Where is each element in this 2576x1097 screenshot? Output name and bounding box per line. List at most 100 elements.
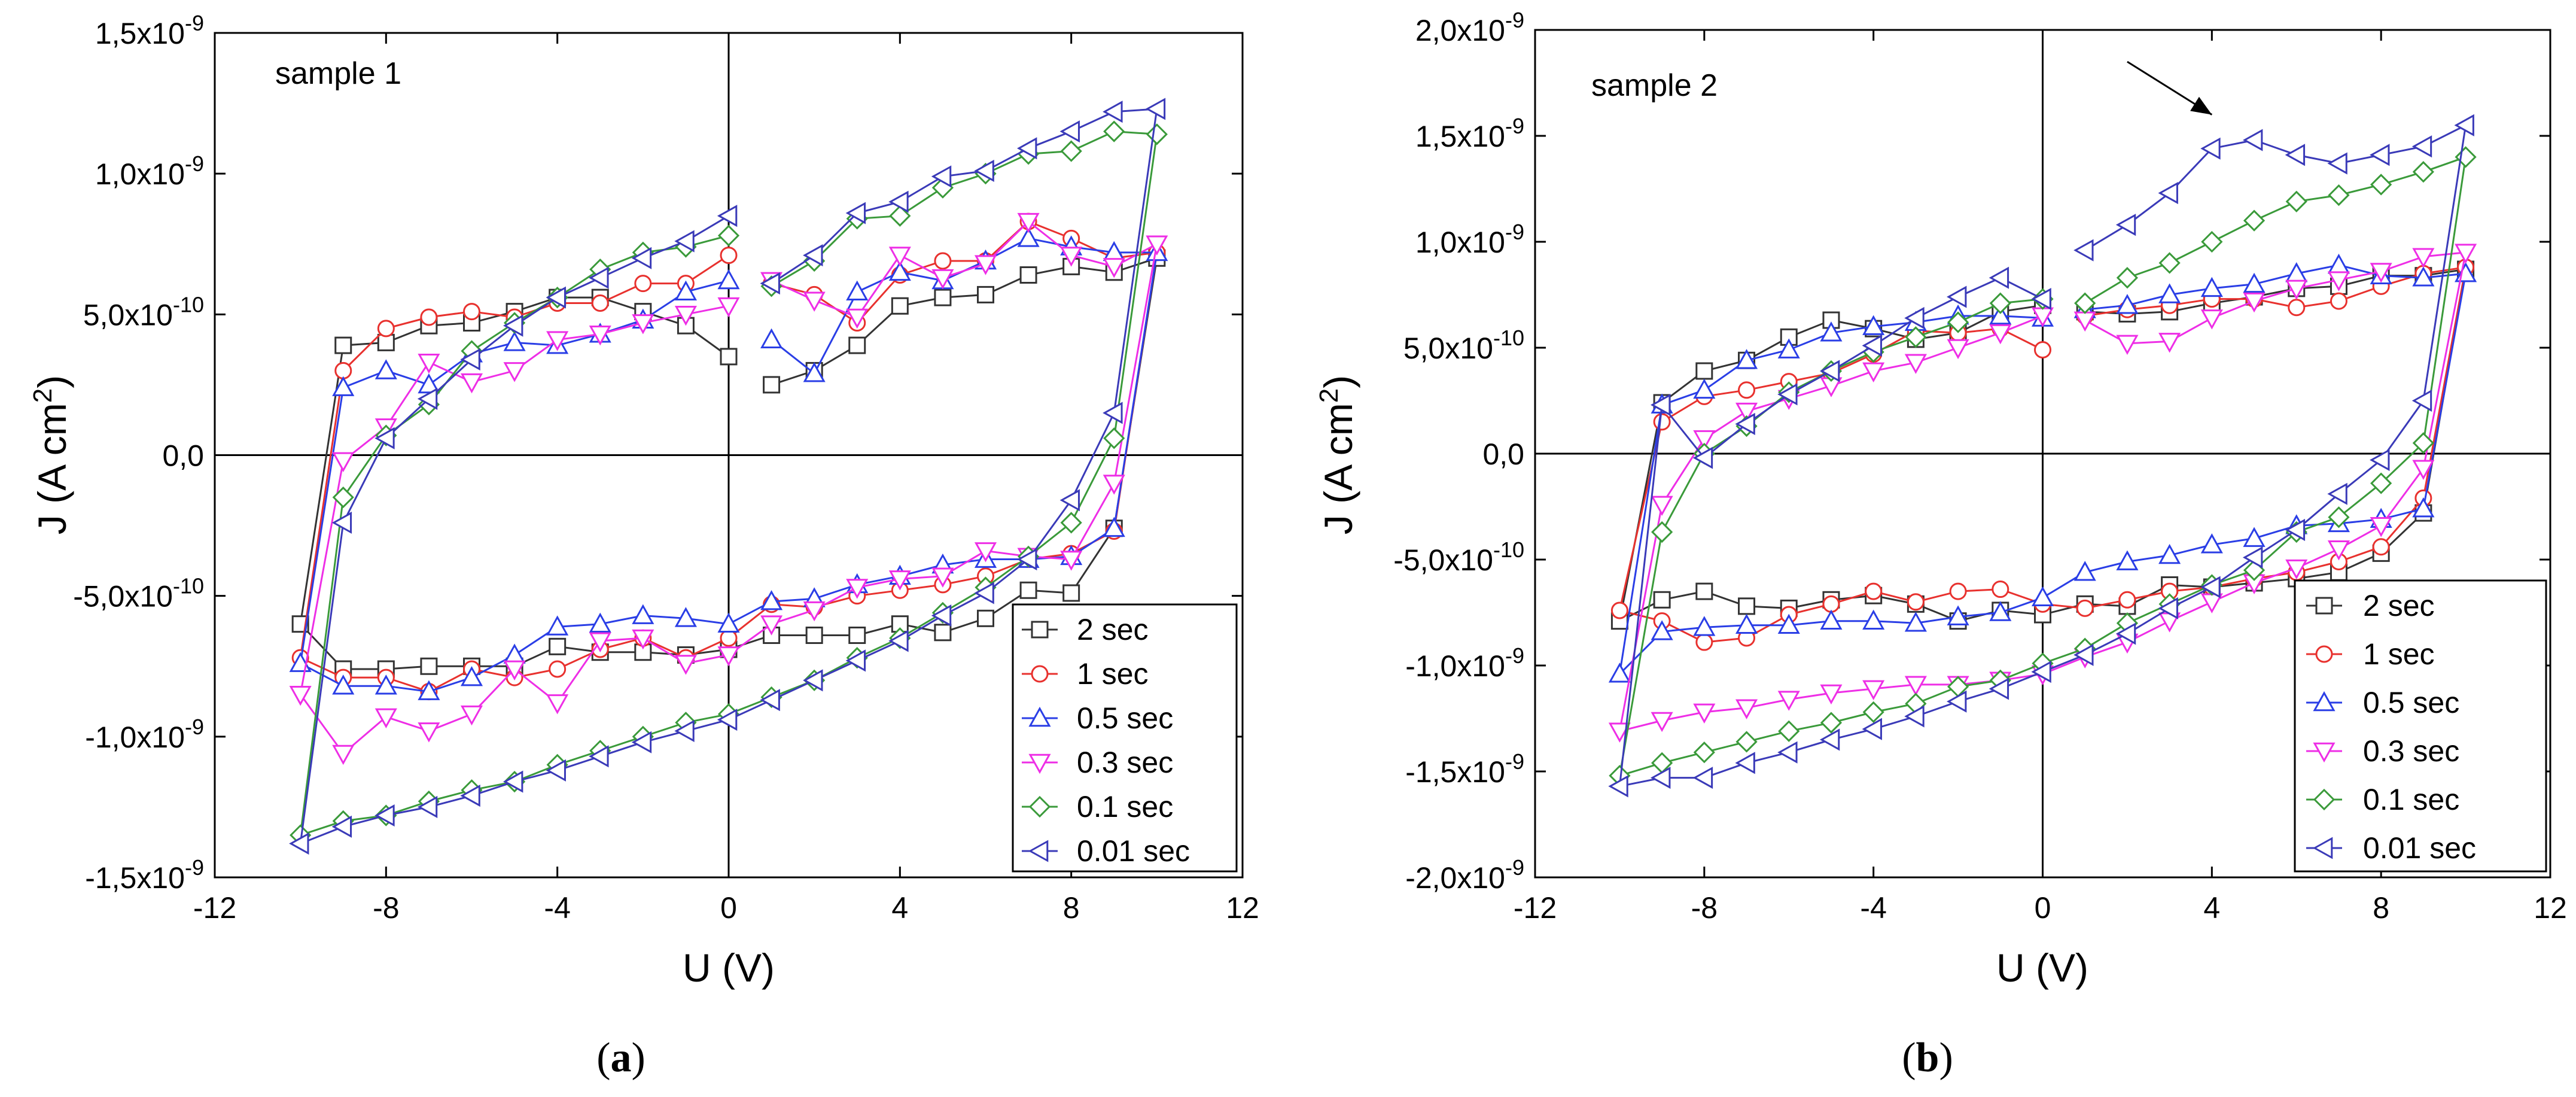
data-point: [1062, 584, 1080, 602]
data-point: [1693, 616, 1716, 636]
legend-marker: [2312, 837, 2333, 859]
data-point: [418, 722, 440, 743]
data-point: [1059, 489, 1080, 512]
data-point: [1059, 120, 1080, 143]
x-axis-label: U (V): [1996, 946, 2088, 990]
data-point: [1103, 258, 1125, 278]
data-point: [546, 615, 569, 636]
data-point: [2412, 432, 2434, 454]
data-point: [2370, 449, 2390, 472]
data-point: [1735, 349, 1758, 369]
x-tick-label: -4: [1860, 891, 1886, 925]
data-point: [2201, 230, 2223, 253]
x-tick-label: 4: [891, 891, 908, 925]
data-point: [1822, 595, 1840, 613]
data-point: [1820, 321, 1843, 342]
data-point: [2243, 272, 2266, 293]
data-point: [2115, 214, 2136, 236]
panel-label: (a): [596, 1035, 645, 1081]
legend-marker: [2315, 645, 2333, 663]
legend-entry: 0.1 sec: [2306, 783, 2459, 816]
data-point: [332, 744, 355, 765]
legend-entry: 1 sec: [2306, 637, 2435, 671]
data-point: [1016, 548, 1037, 571]
data-point: [889, 205, 911, 227]
legend-box: [1012, 603, 1238, 873]
data-point: [503, 660, 526, 681]
data-point: [2243, 209, 2266, 232]
data-point: [546, 286, 566, 309]
data-point: [1693, 430, 1716, 451]
data-point: [888, 570, 911, 591]
y-tick-label: 5,0x10-10: [83, 292, 204, 332]
data-point: [1693, 703, 1716, 724]
x-tick-label: 12: [1226, 891, 1259, 925]
data-point: [1608, 663, 1631, 683]
data-point: [1735, 752, 1755, 774]
data-point: [1947, 339, 1969, 360]
data-point: [2200, 533, 2223, 554]
data-point: [1904, 705, 1925, 728]
data-point: [1019, 266, 1037, 284]
data-point: [2158, 182, 2178, 205]
data-point: [717, 269, 740, 290]
data-point: [760, 272, 780, 295]
data-point: [1608, 775, 1628, 798]
series-line: [1618, 123, 2467, 788]
x-tick-label: -12: [1514, 891, 1557, 925]
data-point: [418, 373, 440, 394]
data-point: [717, 224, 740, 247]
data-point: [589, 632, 611, 653]
data-point: [717, 612, 740, 633]
data-point: [2370, 517, 2392, 537]
series-line: [1618, 264, 2467, 677]
data-point: [1695, 633, 1713, 651]
data-point: [2372, 538, 2390, 556]
data-point: [374, 427, 395, 449]
legend-marker: [1028, 795, 1051, 818]
data-point: [1103, 120, 1125, 142]
data-point: [846, 280, 869, 301]
data-point: [2158, 283, 2181, 303]
data-point: [2285, 518, 2306, 541]
y-tick-label: -5,0x10-10: [73, 574, 204, 613]
data-point: [546, 331, 569, 351]
data-point: [1103, 516, 1125, 537]
data-point: [2242, 546, 2263, 569]
data-point: [460, 348, 480, 371]
data-point: [974, 582, 994, 604]
data-point: [2288, 299, 2306, 317]
legend-entry: 0.01 sec: [2306, 831, 2476, 865]
data-point: [591, 294, 609, 312]
x-tick-label: 0: [720, 891, 737, 925]
y-tick-label: -1,0x10-9: [1405, 643, 1524, 683]
data-point: [2118, 591, 2136, 609]
data-point: [803, 669, 823, 692]
data-point: [2412, 460, 2435, 480]
data-point: [2158, 597, 2178, 619]
legend-label: 1 sec: [2363, 637, 2435, 671]
data-point: [1820, 684, 1843, 705]
data-point: [931, 165, 952, 188]
legend: 2 sec 1 sec 0.5 sec 0.3 sec 0.1 sec 0.01 sec: [2294, 579, 2547, 873]
data-point: [374, 804, 395, 827]
data-point: [2200, 576, 2221, 598]
data-point: [674, 655, 697, 675]
data-point: [2327, 271, 2350, 291]
data-point: [1862, 718, 1882, 740]
data-point: [1777, 338, 1800, 358]
data-point: [803, 244, 823, 267]
legend-label: 1 sec: [1077, 657, 1149, 691]
y-tick-label: 1,5x10-9: [95, 11, 204, 50]
data-point: [2243, 292, 2266, 313]
y-tick-label: -5,0x10-10: [1393, 537, 1524, 577]
data-point: [1060, 140, 1082, 162]
chart-panel-b: -12 -8 -4 0 4 8 12 -2,0x10-9 -1,5x10-9 -1,0x10-9 -…: [1314, 8, 2567, 1081]
data-point: [848, 627, 866, 645]
data-point: [1992, 581, 2009, 598]
series-0-01-sec: [289, 98, 1166, 855]
legend-label: 0.01 sec: [2363, 831, 2476, 865]
data-point: [374, 359, 397, 379]
data-point: [934, 252, 952, 270]
legend-marker: [2313, 788, 2336, 811]
